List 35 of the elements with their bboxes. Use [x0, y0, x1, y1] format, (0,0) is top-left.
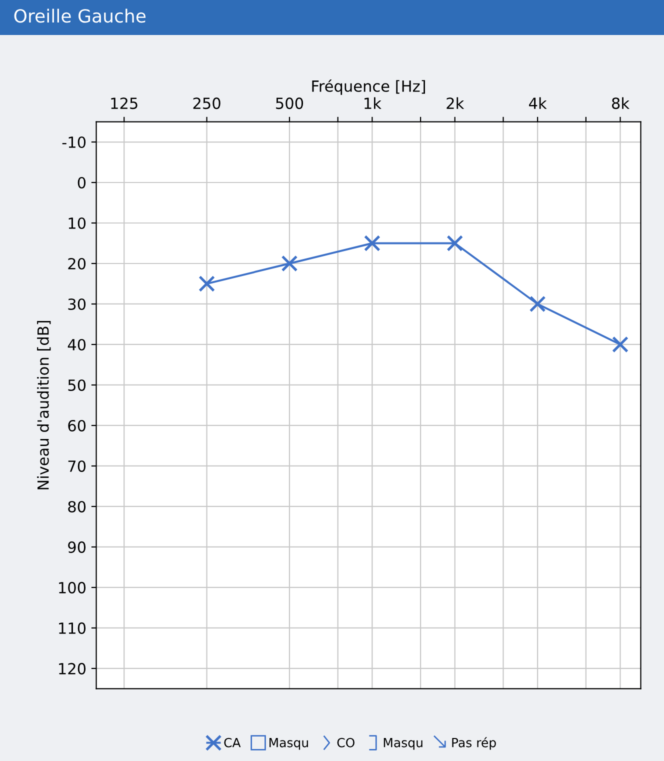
x-tick-label: 4k: [529, 97, 547, 109]
y-tick-label: -10: [62, 136, 86, 148]
y-tick-label: 40: [68, 338, 86, 351]
point: [364, 235, 380, 252]
x-tick-label: 8k: [612, 97, 630, 110]
point: [612, 336, 628, 353]
x-tick-label: 2k: [446, 97, 464, 109]
text: Pas rép: [452, 737, 496, 750]
y-tick-label: 110: [59, 622, 86, 634]
chart-title: Oreille Gauche: [14, 8, 146, 23]
y-tick-label: 80: [68, 500, 86, 512]
y-tick-label: 70: [68, 460, 86, 472]
y-tick-label: 60: [68, 420, 86, 432]
point: [446, 235, 464, 252]
point: [281, 255, 298, 272]
x-tick-label: 500: [276, 98, 304, 110]
x-tick-label: 1k: [364, 97, 382, 109]
y-tick-label: 120: [59, 662, 86, 674]
y-tick-label: 50: [68, 379, 86, 392]
x-tick-label: 125: [111, 98, 138, 110]
y-tick-label: 100: [59, 582, 86, 594]
x-tick-label: 250: [193, 98, 220, 110]
y-tick-label: 90: [68, 541, 86, 553]
y-tick-label: 0: [78, 176, 86, 189]
point: [198, 276, 215, 292]
x-axis-title: Fréquence [Hz]: [312, 79, 425, 95]
y-tick-label: 10: [68, 217, 86, 230]
text: Masqu: [270, 738, 308, 750]
y-tick-label: 30: [68, 298, 86, 310]
point: [529, 296, 546, 312]
y-axis-title: Niveau d'audition [dB]: [37, 320, 51, 490]
legend-label: CA: [224, 738, 241, 748]
text: CO: [337, 738, 354, 748]
y-tick-label: 20: [68, 258, 86, 270]
text: Masqu: [384, 738, 422, 750]
